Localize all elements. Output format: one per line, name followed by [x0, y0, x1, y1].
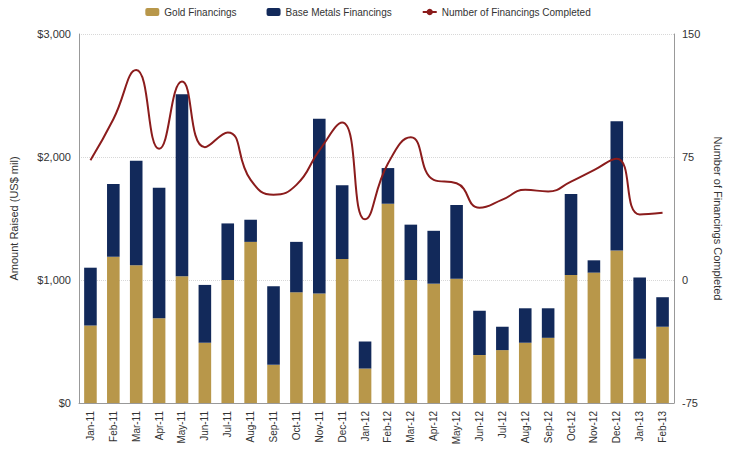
svg-text:Nov-11: Nov-11	[314, 411, 325, 443]
svg-text:Oct-11: Oct-11	[291, 411, 302, 441]
svg-text:Jan-12: Jan-12	[360, 411, 371, 442]
svg-text:$2,000: $2,000	[37, 151, 71, 163]
svg-text:0: 0	[682, 274, 688, 286]
svg-text:Dec-12: Dec-12	[611, 411, 622, 444]
svg-text:Apr-12: Apr-12	[428, 411, 439, 441]
svg-text:Sep-12: Sep-12	[543, 411, 554, 444]
svg-text:75: 75	[682, 151, 694, 163]
svg-text:Amount Raised (US$ mil): Amount Raised (US$ mil)	[8, 156, 20, 280]
svg-text:Number of Financings Completed: Number of Financings Completed	[712, 137, 724, 301]
svg-text:$0: $0	[59, 397, 71, 409]
svg-text:Sep-11: Sep-11	[268, 411, 279, 443]
svg-text:Nov-12: Nov-12	[588, 411, 599, 444]
svg-text:Jul-11: Jul-11	[222, 411, 233, 438]
svg-text:150: 150	[682, 28, 700, 40]
svg-text:Jan-11: Jan-11	[85, 411, 96, 441]
svg-text:May-11: May-11	[176, 411, 187, 444]
svg-text:Aug-11: Aug-11	[245, 411, 256, 443]
svg-text:Jan-13: Jan-13	[634, 411, 645, 442]
svg-text:Mar-11: Mar-11	[131, 411, 142, 442]
svg-text:Feb-13: Feb-13	[657, 411, 668, 443]
svg-text:Apr-11: Apr-11	[154, 411, 165, 441]
svg-text:Jul-12: Jul-12	[497, 411, 508, 439]
svg-text:Gold Financings: Gold Financings	[164, 7, 236, 18]
svg-text:$1,000: $1,000	[37, 274, 71, 286]
svg-text:Jun-12: Jun-12	[474, 411, 485, 442]
svg-text:$3,000: $3,000	[37, 28, 71, 40]
svg-text:Base Metals Financings: Base Metals Financings	[286, 7, 392, 18]
svg-text:May-12: May-12	[451, 411, 462, 445]
svg-text:Feb-12: Feb-12	[382, 411, 393, 443]
svg-text:-75: -75	[682, 397, 698, 409]
svg-text:Number of Financings Completed: Number of Financings Completed	[442, 7, 591, 18]
svg-text:Oct-12: Oct-12	[566, 411, 577, 441]
svg-text:Dec-11: Dec-11	[337, 411, 348, 443]
svg-text:Mar-12: Mar-12	[405, 411, 416, 443]
svg-text:Jun-11: Jun-11	[199, 411, 210, 441]
svg-text:Aug-12: Aug-12	[520, 411, 531, 444]
svg-text:Feb-11: Feb-11	[108, 411, 119, 442]
